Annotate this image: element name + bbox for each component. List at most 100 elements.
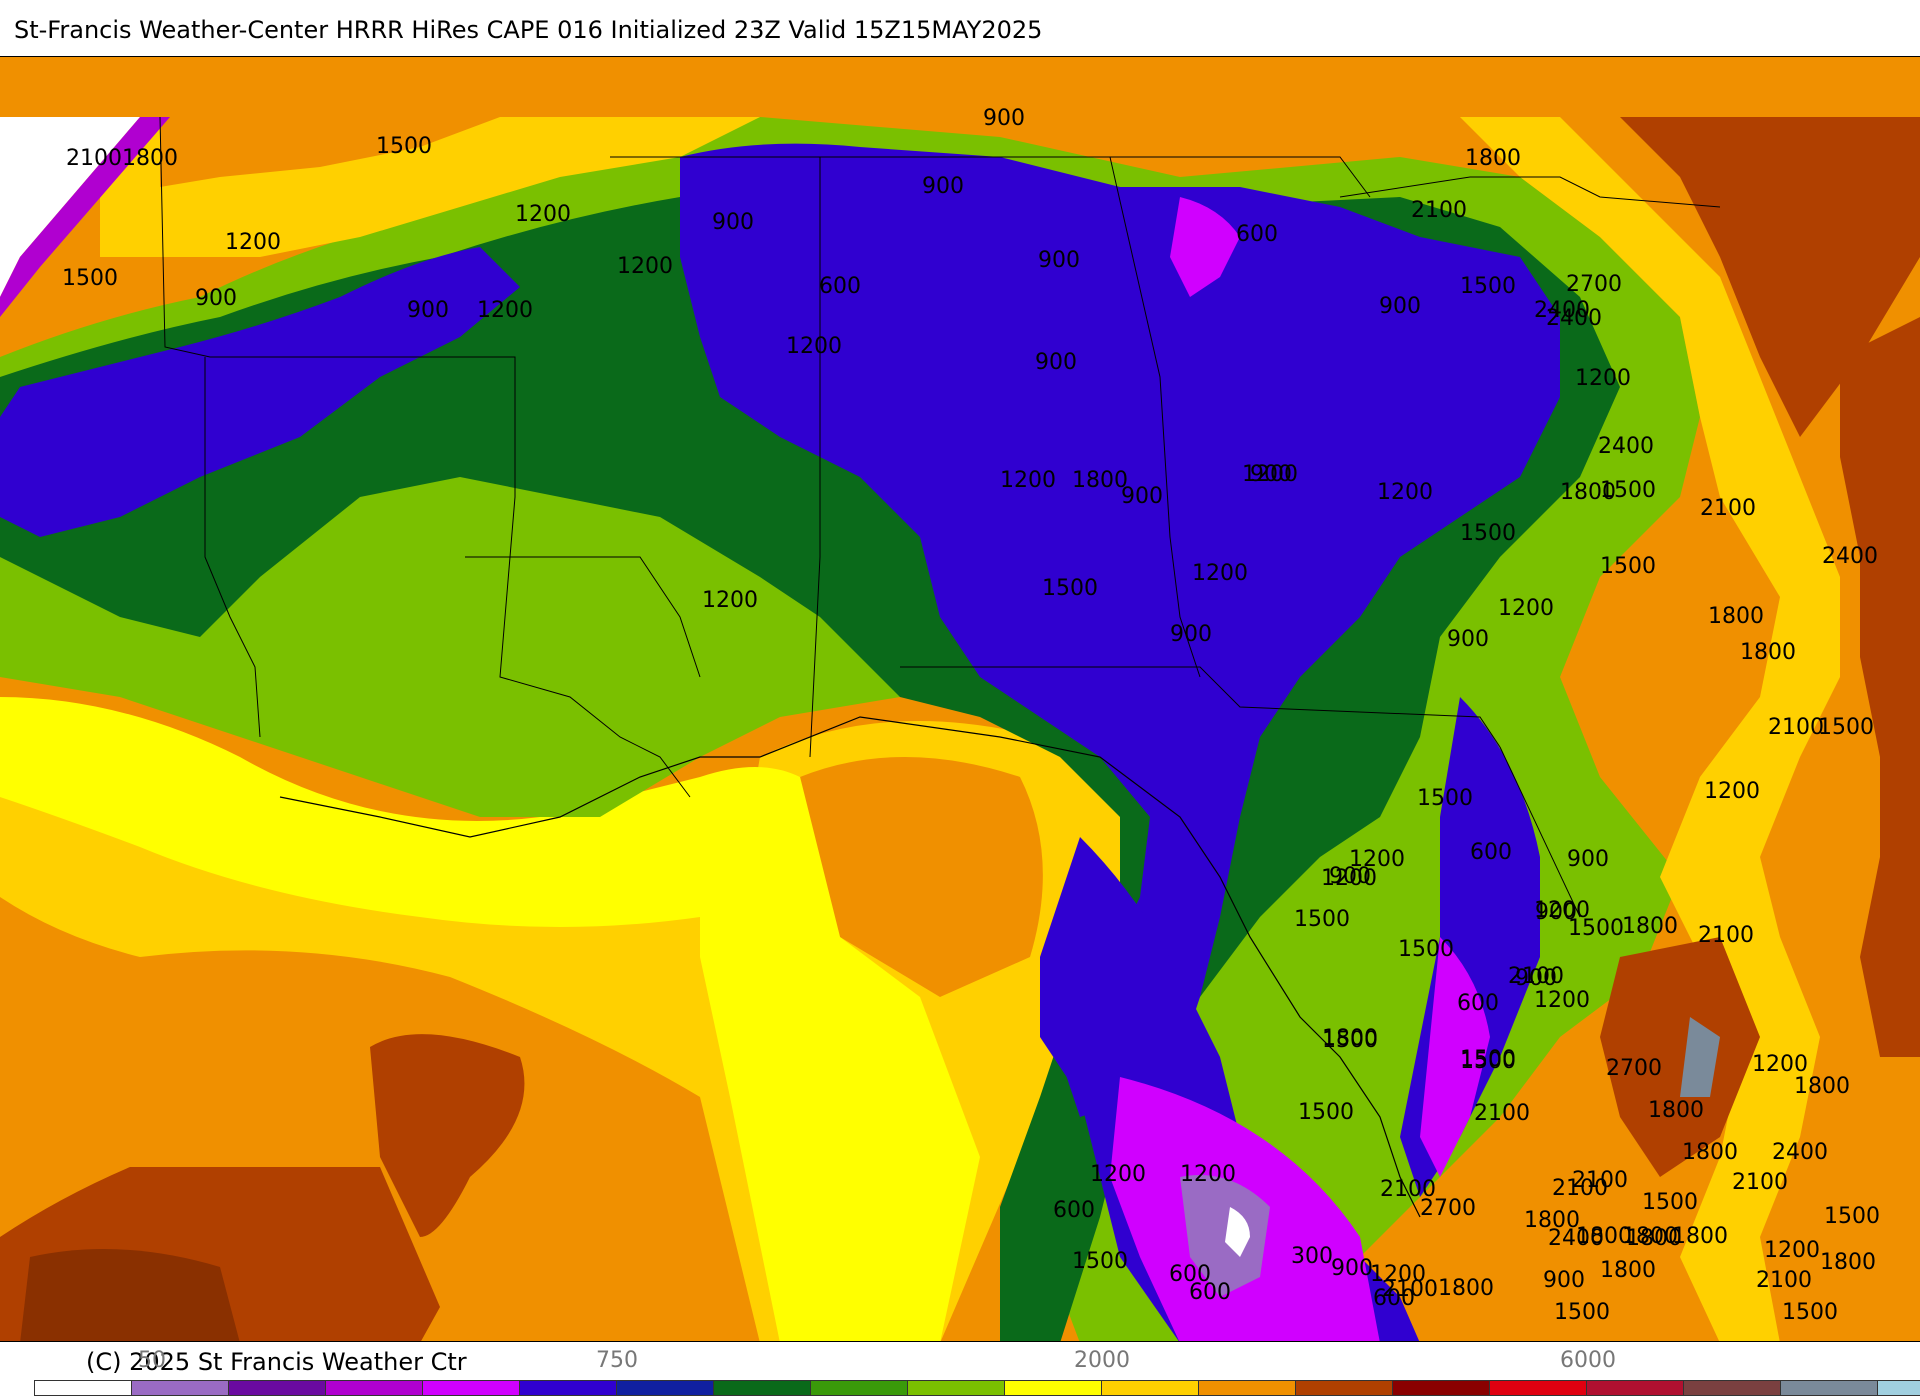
border-fl-panhandle <box>900 666 1501 748</box>
contour-label: 1500 <box>1298 1100 1354 1125</box>
contour-label: 2700 <box>1566 272 1622 297</box>
contour-label: 1200 <box>477 298 533 323</box>
colorbar-tick-label: 750 <box>596 1348 638 1373</box>
region-orange-northwest <box>160 117 500 187</box>
contour-label: 1800 <box>1672 1224 1728 1249</box>
contour-label: 1500 <box>1600 478 1656 503</box>
contour-label: 2400 <box>1548 1226 1604 1251</box>
contour-label: 1200 <box>1370 1262 1426 1287</box>
colorbar-swatch <box>1005 1381 1102 1395</box>
contour-label: 2700 <box>1606 1056 1662 1081</box>
contour-label: 1200 <box>1180 1162 1236 1187</box>
region-magenta-florida <box>1420 937 1490 1177</box>
colorbar-swatch <box>1781 1381 1878 1395</box>
border-west <box>159 116 691 798</box>
contour-label: 1200 <box>1349 847 1405 872</box>
contour-label: 1500 <box>1460 274 1516 299</box>
colorbar-swatch <box>1587 1381 1684 1395</box>
contour-label: 1200 <box>1377 480 1433 505</box>
contour-label: 1800 <box>1708 604 1764 629</box>
region-lavender-gulf <box>1180 1175 1270 1297</box>
colorbar-swatch <box>229 1381 326 1395</box>
contour-label: 2100 <box>1756 1268 1812 1293</box>
contour-label: 900 <box>922 174 964 199</box>
contour-label: 2100 <box>1572 1168 1628 1193</box>
contour-label: 1500 <box>1398 937 1454 962</box>
contour-label: 1800 <box>1682 1140 1738 1165</box>
contour-label: 1200 <box>1764 1238 1820 1263</box>
contour-label: 1800 <box>1648 1098 1704 1123</box>
contour-label: 1500 <box>1042 576 1098 601</box>
contour-label: 600 <box>819 274 861 299</box>
contour-label: 2100 <box>1508 964 1564 989</box>
region-gray-southeast <box>1680 1017 1720 1097</box>
contour-label: 900 <box>1447 627 1489 652</box>
contour-label: 2100 <box>1552 1176 1608 1201</box>
colorbar-swatch <box>1878 1381 1920 1395</box>
colorbar-swatch <box>1490 1381 1587 1395</box>
contour-label: 600 <box>1053 1198 1095 1223</box>
border-fl-east <box>1499 746 1581 918</box>
contour-label: 900 <box>1515 966 1557 991</box>
border-al-ga <box>1109 156 1201 678</box>
colorbar-swatch <box>617 1381 714 1395</box>
border-ms-al <box>809 157 821 758</box>
region-yellow-west <box>0 697 760 927</box>
contour-label: 900 <box>1567 847 1609 872</box>
contour-label: 1500 <box>1818 715 1874 740</box>
region-white-gulf <box>1225 1207 1250 1257</box>
contour-label: 600 <box>1189 1280 1231 1305</box>
contour-label: 1800 <box>1622 914 1678 939</box>
region-orange-east <box>1560 117 1920 1341</box>
contour-label: 2100 <box>66 146 122 171</box>
contour-label: 1800 <box>1465 146 1521 171</box>
border-north <box>610 156 1371 198</box>
contour-label: 1200 <box>1321 866 1377 891</box>
colorbar-tick-label: 6000 <box>1560 1348 1616 1373</box>
contour-label: 1200 <box>786 334 842 359</box>
border-ms <box>465 556 701 678</box>
contour-label: 2100 <box>1768 715 1824 740</box>
coastline <box>279 716 1421 1218</box>
region-blue-main <box>680 143 1560 1118</box>
contour-label: 900 <box>983 106 1025 131</box>
contour-label: 1200 <box>617 254 673 279</box>
contour-label: 1500 <box>1417 786 1473 811</box>
region-yellow-gulf <box>700 767 980 1341</box>
contour-label: 900 <box>1250 462 1292 487</box>
contour-label: 1200 <box>1534 988 1590 1013</box>
contour-label: 1500 <box>1322 1028 1378 1053</box>
contour-label: 1500 <box>1642 1190 1698 1215</box>
contour-label: 1800 <box>1740 640 1796 665</box>
cape-map: 2100 1800 1500 1200 1200 1500 900 900 1200 900 120… <box>0 56 1920 1342</box>
contour-label: 1800 <box>1576 1224 1632 1249</box>
contour-label: 1500 <box>1294 907 1350 932</box>
contour-label: 1800 <box>1438 1276 1494 1301</box>
contour-label: 2400 <box>1772 1140 1828 1165</box>
contour-label: 1200 <box>1704 779 1760 804</box>
colorbar-swatch <box>1199 1381 1296 1395</box>
colorbar-swatch <box>520 1381 617 1395</box>
contour-label: 900 <box>1543 1268 1585 1293</box>
contour-label: 1800 <box>1794 1074 1850 1099</box>
region-magenta-north <box>1170 197 1240 297</box>
region-brown-east <box>1840 317 1920 1057</box>
colorbar-swatch <box>1102 1381 1199 1395</box>
map-footer: (C) 2025 St Francis Weather Ctr 50 750 2… <box>0 1342 1920 1400</box>
contour-label: 1500 <box>376 134 432 159</box>
colorbar-swatch <box>908 1381 1005 1395</box>
contour-label: 1200 <box>702 588 758 613</box>
colorbar-swatch <box>1296 1381 1393 1395</box>
contour-label: 1800 <box>1600 1258 1656 1283</box>
region-darkbrown-southwest <box>20 1249 240 1341</box>
contour-label: 1500 <box>1460 1049 1516 1074</box>
contour-label: 1500 <box>1072 1249 1128 1274</box>
contour-label: 2100 <box>1474 1101 1530 1126</box>
contour-label: 900 <box>712 210 754 235</box>
contour-label: 1800 <box>1072 468 1128 493</box>
region-brown-southeast <box>1600 937 1760 1177</box>
contour-label: 2100 <box>1411 198 1467 223</box>
colorbar-swatch <box>35 1381 132 1395</box>
contour-label: 600 <box>1373 1286 1415 1311</box>
